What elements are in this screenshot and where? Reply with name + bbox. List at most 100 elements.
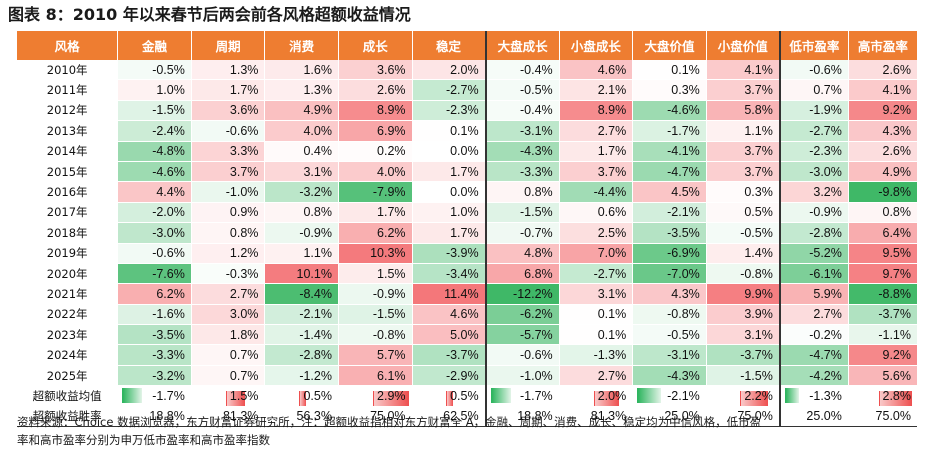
average-value: 1.5% (229, 388, 259, 403)
average-value: 2.8% (882, 388, 912, 403)
return-cell: 4.3% (847, 120, 917, 142)
win-rate-cell: 18.8% (117, 406, 192, 428)
return-cell: 1.0% (117, 79, 192, 101)
return-cell: 9.9% (705, 283, 780, 305)
return-cell: 0.8% (264, 202, 339, 224)
table-row: 2024年 -3.3% 0.7% -2.8% 5.7% -3.7% -0.6% -1.3% -3… (17, 344, 917, 366)
return-cell: -7.0% (632, 263, 707, 285)
return-cell: -1.5% (705, 365, 780, 387)
return-cell: 1.7% (411, 222, 486, 244)
return-cell: -3.0% (117, 222, 192, 244)
win-rate-cell: 25.0% (778, 406, 849, 428)
return-cell: 1.8% (190, 324, 265, 346)
average-value: -2.1% (667, 388, 700, 403)
average-data-bar (784, 388, 799, 404)
return-cell: -3.2% (117, 365, 192, 387)
return-cell: 2.7% (190, 283, 265, 305)
return-cell: 0.7% (190, 344, 265, 366)
return-cell: 9.2% (847, 100, 917, 122)
average-row: 超额收益均值 -1.7% 1.5% 0.5% 2.9% 0.5% -1.7% 2.0% -2.1… (17, 385, 917, 407)
return-cell: -0.8% (337, 324, 413, 346)
return-cell: -4.8% (117, 141, 192, 162)
win-rate-cell: 75.0% (337, 406, 413, 428)
return-cell: 6.4% (847, 222, 917, 244)
return-cell: 0.2% (337, 141, 413, 162)
return-cell: -4.4% (558, 181, 633, 203)
return-cell: -2.8% (264, 344, 339, 366)
return-cell: 4.6% (411, 304, 486, 326)
return-cell: 1.2% (190, 243, 265, 264)
return-cell: 4.9% (264, 100, 339, 122)
return-cell: -2.0% (117, 202, 192, 224)
return-cell: 1.7% (558, 141, 633, 162)
row-year-label: 2014年 (17, 141, 118, 162)
return-cell: 4.0% (337, 161, 413, 183)
return-cell: 6.1% (337, 365, 413, 387)
return-cell: -1.6% (117, 304, 192, 326)
return-cell: 6.2% (337, 222, 413, 244)
average-data-bar (593, 390, 619, 406)
return-cell: -4.2% (778, 365, 849, 387)
return-cell: 3.6% (337, 60, 413, 81)
return-cell: 2.5% (558, 222, 633, 244)
return-cell: 0.1% (558, 304, 633, 326)
table-row: 2012年 -1.5% 3.6% 4.9% 8.9% -2.3% -0.4% 8.9% -4.6… (17, 100, 917, 122)
average-cell: 2.9% (337, 385, 413, 407)
return-cell: -4.7% (632, 161, 707, 183)
header-row: 风格 金融 周期 消费 成长 稳定 大盘成长 小盘成长 大盘价值 小盘价值 低市盈率 高市盈率 (17, 31, 917, 60)
return-cell: 1.6% (264, 60, 339, 81)
return-cell: -2.3% (411, 100, 486, 122)
return-cell: -0.6% (484, 344, 560, 366)
return-cell: -1.0% (484, 365, 560, 387)
table-row: 2010年 -0.5% 1.3% 1.6% 3.6% 2.0% -0.4% 4.6% 0.1% 4… (17, 60, 917, 81)
return-cell: 4.6% (558, 60, 633, 81)
return-cell: 0.5% (705, 202, 780, 224)
figure-title: 图表 8：2010 年以来春节后两会前各风格超额收益情况 (8, 5, 411, 24)
return-cell: 10.3% (337, 243, 413, 264)
header-cell: 大盘价值 (632, 31, 707, 60)
return-cell: 3.7% (558, 161, 633, 183)
return-cell: 0.1% (411, 120, 486, 142)
return-cell: -3.1% (632, 344, 707, 366)
return-cell: 1.3% (190, 60, 265, 81)
return-cell: -1.1% (847, 324, 917, 346)
table-row: 2018年 -3.0% 0.8% -0.9% 6.2% 1.7% -0.7% 2.5% -3.5… (17, 222, 917, 244)
average-data-bar (299, 390, 307, 406)
win-rate-cell: 25.0% (632, 406, 707, 428)
return-cell: 1.1% (264, 243, 339, 264)
return-cell: 0.4% (264, 141, 339, 162)
return-cell: -0.2% (778, 324, 849, 346)
return-cell: 3.0% (190, 304, 265, 326)
average-cell: 0.5% (264, 385, 339, 407)
return-cell: 0.8% (847, 202, 917, 224)
row-year-label: 2018年 (17, 222, 118, 244)
win-rate-row-label: 超额收益胜率 (17, 406, 118, 428)
return-cell: 6.2% (117, 283, 192, 305)
return-cell: -8.4% (264, 283, 339, 305)
return-cell: -3.1% (484, 120, 560, 142)
source-note: 资料来源：Choice 数据浏览器，东方财富证券研究所，注：超额收益指相对东方财… (17, 413, 922, 449)
average-value: 2.0% (597, 388, 627, 403)
table-row: 2021年 6.2% 2.7% -8.4% -0.9% 11.4% -12.2% 3.1% 4.… (17, 283, 917, 305)
return-cell: 1.4% (705, 243, 780, 264)
header-cell: 小盘成长 (558, 31, 633, 60)
row-year-label: 2021年 (17, 283, 118, 305)
return-cell: -2.9% (411, 365, 486, 387)
header-cell: 低市盈率 (778, 31, 849, 60)
return-cell: 0.8% (190, 222, 265, 244)
return-cell: 4.1% (847, 79, 917, 101)
table-row: 2014年 -4.8% 3.3% 0.4% 0.2% 0.0% -4.3% 1.7% -4.1%… (17, 141, 917, 162)
return-cell: -2.7% (411, 79, 486, 101)
return-cell: -1.5% (484, 202, 560, 224)
return-cell: -5.7% (484, 324, 560, 346)
row-year-label: 2012年 (17, 100, 118, 122)
return-cell: -2.7% (558, 263, 633, 285)
return-cell: 4.4% (117, 181, 192, 203)
row-year-label: 2015年 (17, 161, 118, 183)
return-cell: 5.7% (337, 344, 413, 366)
return-cell: -1.4% (264, 324, 339, 346)
return-cell: -1.2% (264, 365, 339, 387)
return-cell: -0.9% (264, 222, 339, 244)
row-year-label: 2025年 (17, 365, 118, 387)
return-cell: 0.8% (484, 181, 560, 203)
